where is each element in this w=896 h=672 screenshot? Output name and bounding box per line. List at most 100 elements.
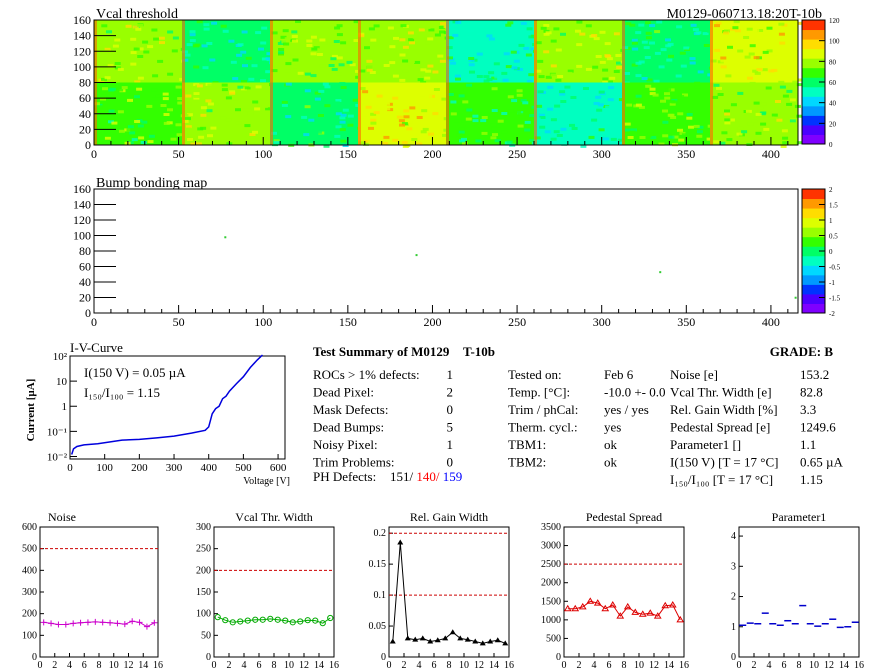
roc-edge bbox=[270, 82, 273, 145]
pixel-noise bbox=[304, 105, 311, 109]
pixel-noise bbox=[163, 77, 170, 81]
palette-label: -0.5 bbox=[829, 264, 841, 272]
pixel-noise bbox=[286, 86, 293, 90]
palette-band bbox=[802, 29, 825, 40]
pixel-noise bbox=[786, 54, 793, 58]
pixel-noise bbox=[458, 56, 465, 60]
pixel-noise bbox=[370, 121, 377, 125]
vcal-threshold-panel: Vcal threshold M0129-060713.18:20T-10b 0… bbox=[73, 7, 840, 161]
y-tick-label: 3000 bbox=[541, 541, 561, 552]
pixel-noise bbox=[488, 37, 495, 41]
pixel-noise bbox=[407, 31, 414, 35]
pixel-noise bbox=[732, 26, 739, 30]
pixel-noise bbox=[438, 26, 445, 29]
pixel-noise bbox=[626, 103, 633, 107]
pixel-noise bbox=[241, 80, 247, 84]
pixel-noise bbox=[186, 43, 193, 47]
pixel-noise bbox=[454, 74, 461, 78]
pixel-noise bbox=[778, 32, 785, 36]
pixel-noise bbox=[748, 52, 755, 56]
pixel-noise bbox=[591, 34, 598, 37]
pixel-noise bbox=[195, 142, 202, 146]
pixel-noise bbox=[419, 96, 426, 100]
y-tick-label: 0.15 bbox=[369, 559, 387, 570]
y-tick-label: 140 bbox=[73, 29, 91, 43]
pixel-noise bbox=[203, 23, 210, 27]
pixel-noise bbox=[689, 61, 696, 65]
pixel-noise bbox=[604, 54, 611, 58]
pixel-noise bbox=[654, 30, 661, 34]
pixel-noise bbox=[373, 50, 380, 54]
pixel-noise bbox=[265, 70, 272, 74]
series-line bbox=[567, 600, 681, 621]
pixel-noise bbox=[768, 116, 775, 120]
pixel-noise bbox=[115, 47, 122, 51]
pixel-noise bbox=[518, 43, 525, 47]
pixel-noise bbox=[710, 59, 717, 63]
pixel-noise bbox=[649, 24, 656, 28]
pixel-noise bbox=[216, 31, 223, 35]
pixel-noise bbox=[472, 114, 479, 118]
pixel-noise bbox=[635, 103, 642, 107]
pixel-noise bbox=[420, 130, 427, 134]
palette-band bbox=[802, 77, 825, 88]
y-tick-label: 20 bbox=[79, 122, 91, 136]
pixel-noise bbox=[665, 126, 671, 129]
pixel-noise bbox=[670, 116, 677, 119]
pixel-noise bbox=[383, 64, 390, 67]
x-tick-label: 14 bbox=[489, 660, 499, 671]
pixel-noise bbox=[255, 31, 262, 35]
roc-edge bbox=[358, 20, 361, 83]
pixel-noise bbox=[647, 132, 654, 136]
pixel-noise bbox=[666, 58, 673, 62]
pixel-noise bbox=[507, 21, 514, 25]
pixel-noise bbox=[727, 132, 734, 136]
pixel-noise bbox=[713, 83, 720, 87]
parameter-value: 0.65 µA bbox=[800, 455, 843, 470]
data-point bbox=[282, 617, 289, 624]
pixel-noise bbox=[359, 87, 366, 90]
pixel-noise bbox=[310, 35, 317, 39]
pixel-noise bbox=[151, 97, 158, 101]
pixel-noise bbox=[462, 100, 469, 104]
pixel-noise bbox=[797, 21, 804, 25]
x-tick-label: 2 bbox=[52, 660, 57, 671]
pixel-noise bbox=[194, 43, 201, 47]
x-tick-label: 100 bbox=[254, 315, 272, 329]
pixel-noise bbox=[727, 45, 733, 49]
condition-value: Feb 6 bbox=[604, 367, 634, 382]
pixel-noise bbox=[539, 125, 546, 129]
y-tick-label: 0 bbox=[206, 652, 211, 663]
iv-x-tick-label: 400 bbox=[200, 462, 217, 474]
pixel-noise bbox=[363, 139, 370, 143]
pixel-noise bbox=[409, 41, 415, 45]
pixel-noise bbox=[727, 101, 734, 105]
data-point bbox=[114, 620, 121, 627]
pixel-noise bbox=[557, 121, 564, 125]
pixel-noise bbox=[514, 110, 521, 114]
iv-plot: 0 100 200 300 400 500 600 10⁻² 10⁻¹ 1 10 10² bbox=[47, 351, 287, 474]
pixel-noise bbox=[491, 127, 498, 131]
y-tick-label: 300 bbox=[196, 522, 211, 533]
pixel-noise bbox=[492, 133, 498, 137]
pixel-noise bbox=[441, 97, 448, 101]
pixel-noise bbox=[669, 102, 676, 106]
pixel-noise bbox=[301, 115, 308, 119]
pixel-noise bbox=[101, 21, 108, 25]
y-tick-label: 1500 bbox=[541, 596, 561, 607]
iv-annotation-2: I₁₅₀/I₁₀₀ = 1.15 bbox=[84, 385, 160, 400]
data-point bbox=[412, 636, 419, 642]
pixel-noise bbox=[291, 30, 298, 34]
pixel-noise bbox=[175, 123, 182, 127]
pixel-noise bbox=[714, 48, 721, 52]
pixel-noise bbox=[556, 134, 563, 137]
pixel-noise bbox=[362, 113, 369, 117]
pixel-noise bbox=[625, 22, 632, 26]
pixel-noise bbox=[232, 97, 239, 101]
pixel-noise bbox=[211, 21, 218, 25]
parameter-label: Vcal Thr. Width [e] bbox=[670, 385, 772, 400]
pixel-noise bbox=[593, 102, 600, 105]
pixel-noise bbox=[155, 94, 162, 98]
pixel-noise bbox=[580, 144, 587, 148]
pixel-noise bbox=[346, 60, 353, 64]
